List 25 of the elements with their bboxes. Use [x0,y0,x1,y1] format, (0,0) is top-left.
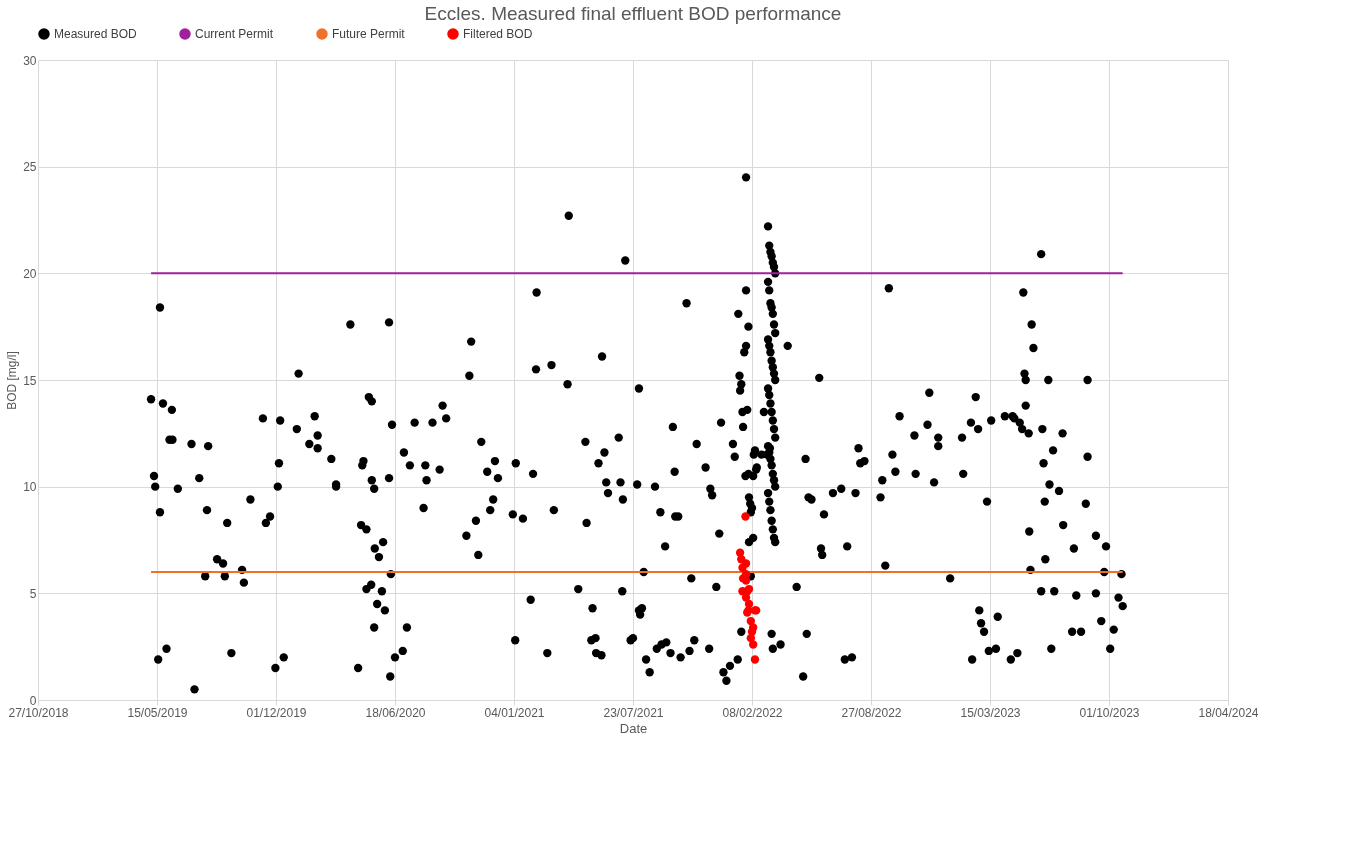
x-tick-label: 04/01/2021 [484,705,545,720]
y-tick-label: 0 [29,693,37,708]
y-tick-label: 25 [23,160,37,175]
x-axis-title: Date [619,720,648,736]
legend-label: Filtered BOD [463,27,533,41]
x-tick-label: 15/03/2023 [960,705,1021,720]
x-tick-label: 01/12/2019 [246,705,307,720]
chart-title: Eccles. Measured final effluent BOD performance [424,3,842,24]
legend-label: Measured BOD [54,27,138,41]
x-tick-label: 08/02/2022 [722,705,783,720]
y-tick-label: 10 [23,480,37,495]
y-axis-title: BOD [mg/l] [5,351,20,410]
y-tick-label: 30 [23,53,37,68]
legend-label: Future Permit [332,27,406,41]
y-tick-label: 5 [29,586,37,601]
legend-label: Current Permit [195,27,274,41]
x-tick-label: 15/05/2019 [127,705,188,720]
x-tick-label: 23/07/2021 [603,705,664,720]
x-tick-label: 18/04/2024 [1198,705,1259,720]
x-tick-label: 27/08/2022 [841,705,902,720]
x-tick-label: 27/10/2018 [8,705,69,720]
y-tick-label: 20 [23,266,37,281]
x-tick-label: 18/06/2020 [365,705,426,720]
y-tick-label: 15 [23,373,37,388]
x-tick-label: 01/10/2023 [1079,705,1140,720]
